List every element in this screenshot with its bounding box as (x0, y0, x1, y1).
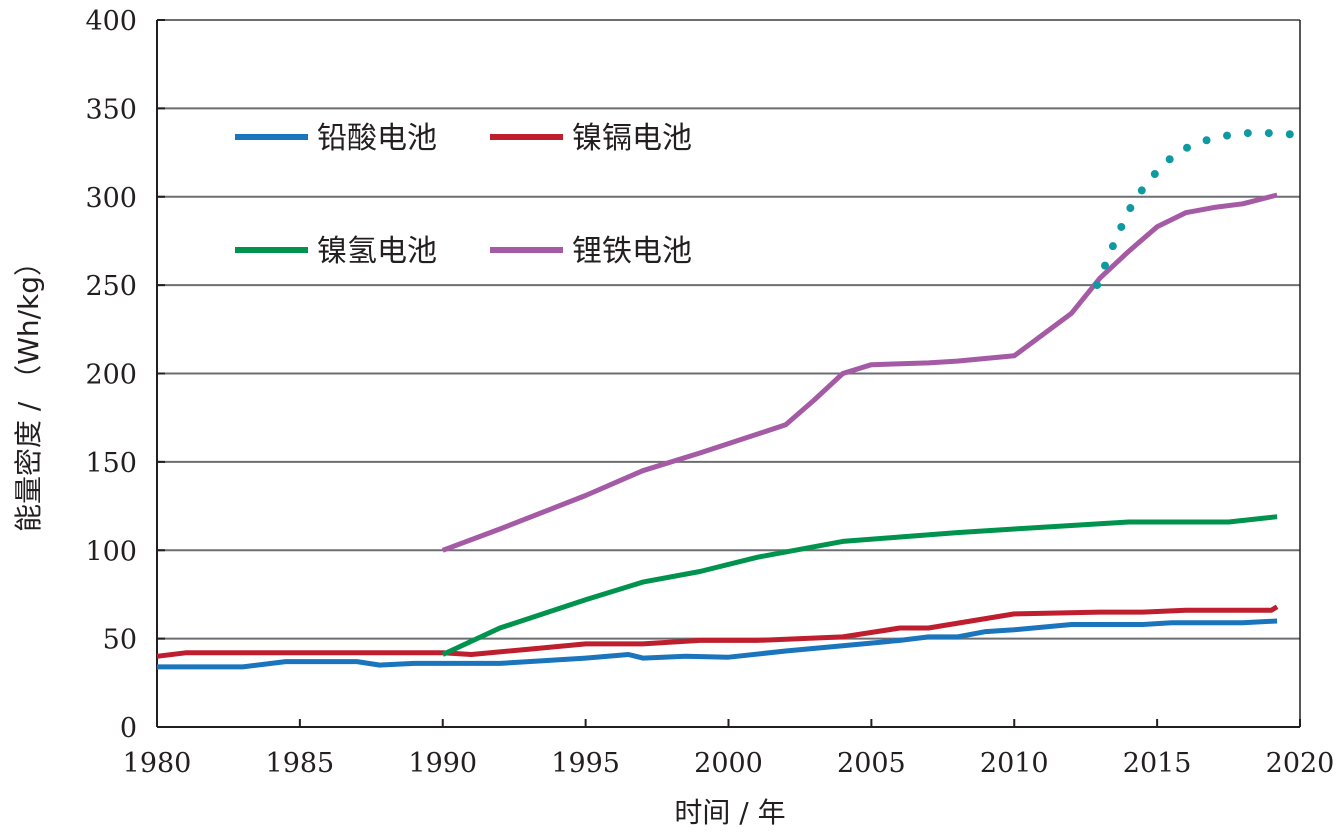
y-tick-label: 0 (120, 713, 137, 744)
y-axis-title: 能量密度 / （Wh/kg） (12, 248, 45, 532)
x-tick-label: 1985 (266, 748, 335, 779)
series-line-1 (156, 604, 1279, 659)
series-line-0 (157, 618, 1278, 670)
y-tick-label: 50 (103, 625, 137, 656)
y-tick-label: 100 (85, 536, 137, 567)
series-line-2 (441, 514, 1278, 657)
y-tick-label: 250 (85, 271, 137, 302)
y-tick-label: 400 (85, 6, 137, 37)
x-tick-label: 1980 (123, 748, 192, 779)
grid-lines (156, 19, 1301, 728)
y-tick-label: 350 (85, 94, 137, 125)
x-tick-label: 2005 (837, 748, 906, 779)
x-tick-label: 1990 (408, 748, 477, 779)
y-tick-label: 200 (85, 360, 137, 391)
legend-label-3: 锂铁电池 (572, 234, 692, 269)
y-tick-labels: 0 50 100 150 200 250 300 350 400 (85, 6, 137, 744)
series-lines (156, 129, 1304, 670)
x-tick-label: 1995 (551, 748, 620, 779)
y-tick-label: 300 (85, 183, 137, 214)
series-line-3 (441, 192, 1278, 553)
x-tick-label: 2015 (1123, 748, 1192, 779)
x-axis-title: 时间 / 年 (674, 796, 785, 829)
legend-label-1: 镍镉电池 (572, 121, 692, 156)
x-tick-label: 2020 (1266, 748, 1335, 779)
x-tick-label: 2010 (980, 748, 1049, 779)
legend-label-2: 镍氢电池 (317, 234, 437, 269)
x-tick-labels: 1980 1985 1990 1995 2000 2005 2010 2015 2020 (123, 748, 1335, 779)
x-tick-label: 2000 (694, 748, 763, 779)
legend-label-0: 铅酸电池 (317, 121, 437, 156)
axes (156, 20, 1301, 728)
y-tick-label: 150 (85, 448, 137, 479)
